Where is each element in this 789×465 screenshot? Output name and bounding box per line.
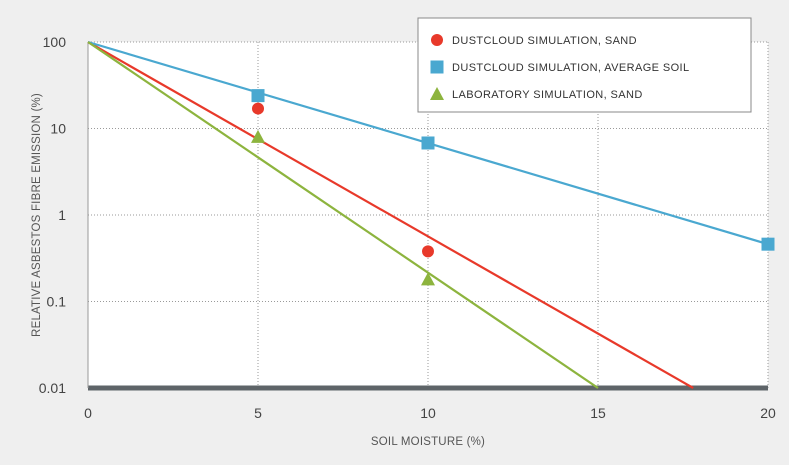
y-tick-label: 0.1	[47, 294, 67, 310]
legend-label: DUSTCLOUD SIMULATION, AVERAGE SOIL	[452, 62, 690, 74]
x-axis-title: SOIL MOISTURE (%)	[371, 436, 485, 448]
x-tick-label: 20	[760, 405, 776, 421]
legend-marker	[431, 34, 443, 46]
trend-line	[87, 41, 599, 389]
legend-label: LABORATORY SIMULATION, SAND	[452, 89, 643, 101]
x-tick-label: 15	[590, 405, 606, 421]
y-tick-label: 100	[43, 34, 67, 50]
x-tick-label: 5	[254, 405, 262, 421]
data-point	[761, 237, 775, 251]
trend-line	[87, 41, 694, 389]
legend-marker	[430, 87, 444, 100]
y-tick-label: 10	[50, 121, 66, 137]
data-point	[422, 245, 434, 258]
data-point	[421, 136, 435, 150]
legend-marker	[430, 60, 444, 74]
legend: DUSTCLOUD SIMULATION, SAND DUSTCLOUD SIMU…	[417, 17, 752, 113]
data-point	[251, 89, 265, 103]
data-point	[421, 272, 435, 286]
y-axis-title: RELATIVE ASBESTOS FIBRE EMISSION (%)	[31, 93, 43, 337]
y-tick-label: 0.01	[39, 380, 66, 396]
x-tick-label: 10	[420, 405, 436, 421]
x-tick-label: 0	[84, 405, 92, 421]
data-point	[252, 102, 264, 115]
y-tick-label: 1	[58, 207, 66, 223]
data-point	[251, 129, 265, 143]
legend-label: DUSTCLOUD SIMULATION, SAND	[452, 35, 637, 47]
legend-box	[417, 17, 752, 113]
